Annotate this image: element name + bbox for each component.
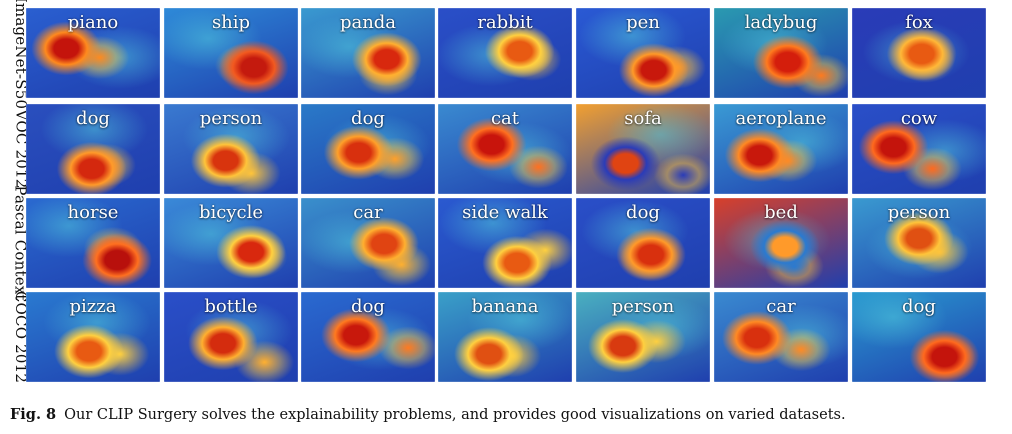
tile-class-label: dog (76, 108, 110, 129)
tile-class-label: panda (339, 12, 397, 33)
tile-class-label: bed (764, 202, 798, 223)
tile-class-label: cow (900, 108, 938, 129)
heatmap-tile: ladybug (714, 8, 848, 98)
figure-grid: ImageNet-S50 piano ship panda rabbit pen ladyb… (8, 0, 1004, 400)
tile-class-label: person (887, 202, 951, 223)
tile-class-label: car (353, 202, 383, 223)
heatmap-tile: person (576, 292, 710, 382)
tile-class-label: ship (211, 12, 251, 33)
tile-class-label: aeroplane (735, 108, 827, 129)
heatmap-tile: rabbit (438, 8, 572, 98)
tile-class-label: pizza (69, 296, 117, 317)
tile-class-label: rabbit (477, 12, 533, 33)
heatmap-tile: sofa (576, 104, 710, 194)
heatmap-tile: bed (714, 198, 848, 288)
tile-class-label: person (199, 108, 263, 129)
tile-class-label: bicycle (198, 202, 264, 223)
heatmap-tile: piano (26, 8, 160, 98)
heatmap-tile: person (852, 198, 986, 288)
figure-number: Fig. 8 (10, 406, 57, 423)
tile-class-label: pen (626, 12, 660, 33)
heatmap-tile: horse (26, 198, 160, 288)
heatmap-tile: panda (301, 8, 435, 98)
tile-class-label: horse (67, 202, 119, 223)
heatmap-tile: car (714, 292, 848, 382)
heatmap-tile: person (164, 104, 298, 194)
heatmap-tile: side walk (438, 198, 572, 288)
tile-class-label: ladybug (744, 12, 818, 33)
heatmap-tile: cat (438, 104, 572, 194)
tile-class-label: dog (626, 202, 660, 223)
heatmap-tile: aeroplane (714, 104, 848, 194)
tile-class-label: cat (490, 108, 520, 129)
tile-class-label: fox (905, 12, 933, 33)
tile-class-label: person (611, 296, 675, 317)
heatmap-tile: dog (301, 104, 435, 194)
figure-caption: Fig. 8 Our CLIP Surgery solves the explai… (10, 406, 1006, 423)
caption-text: Our CLIP Surgery solves the explainabili… (64, 407, 846, 423)
tile-class-label: bottle (204, 296, 258, 317)
heatmap-tile: dog (852, 292, 986, 382)
tile-class-label: dog (351, 108, 385, 129)
tile-class-label: banana (471, 296, 539, 317)
heatmap-tile: dog (576, 198, 710, 288)
tile-class-label: sofa (624, 108, 662, 129)
heatmap-tile: cow (852, 104, 986, 194)
tile-class-label: side walk (462, 202, 548, 223)
heatmap-tile: ship (164, 8, 298, 98)
tile-class-label: car (766, 296, 796, 317)
heatmap-tile: bicycle (164, 198, 298, 288)
heatmap-tile: pen (576, 8, 710, 98)
heatmap-tile: pizza (26, 292, 160, 382)
tile-class-label: dog (902, 296, 936, 317)
heatmap-tile: car (301, 198, 435, 288)
heatmap-tile: dog (301, 292, 435, 382)
heatmap-tile: bottle (164, 292, 298, 382)
heatmap-tile: fox (852, 8, 986, 98)
tile-class-label: dog (351, 296, 385, 317)
heatmap-tile: dog (26, 104, 160, 194)
tile-class-label: piano (67, 12, 119, 33)
heatmap-tile: banana (438, 292, 572, 382)
